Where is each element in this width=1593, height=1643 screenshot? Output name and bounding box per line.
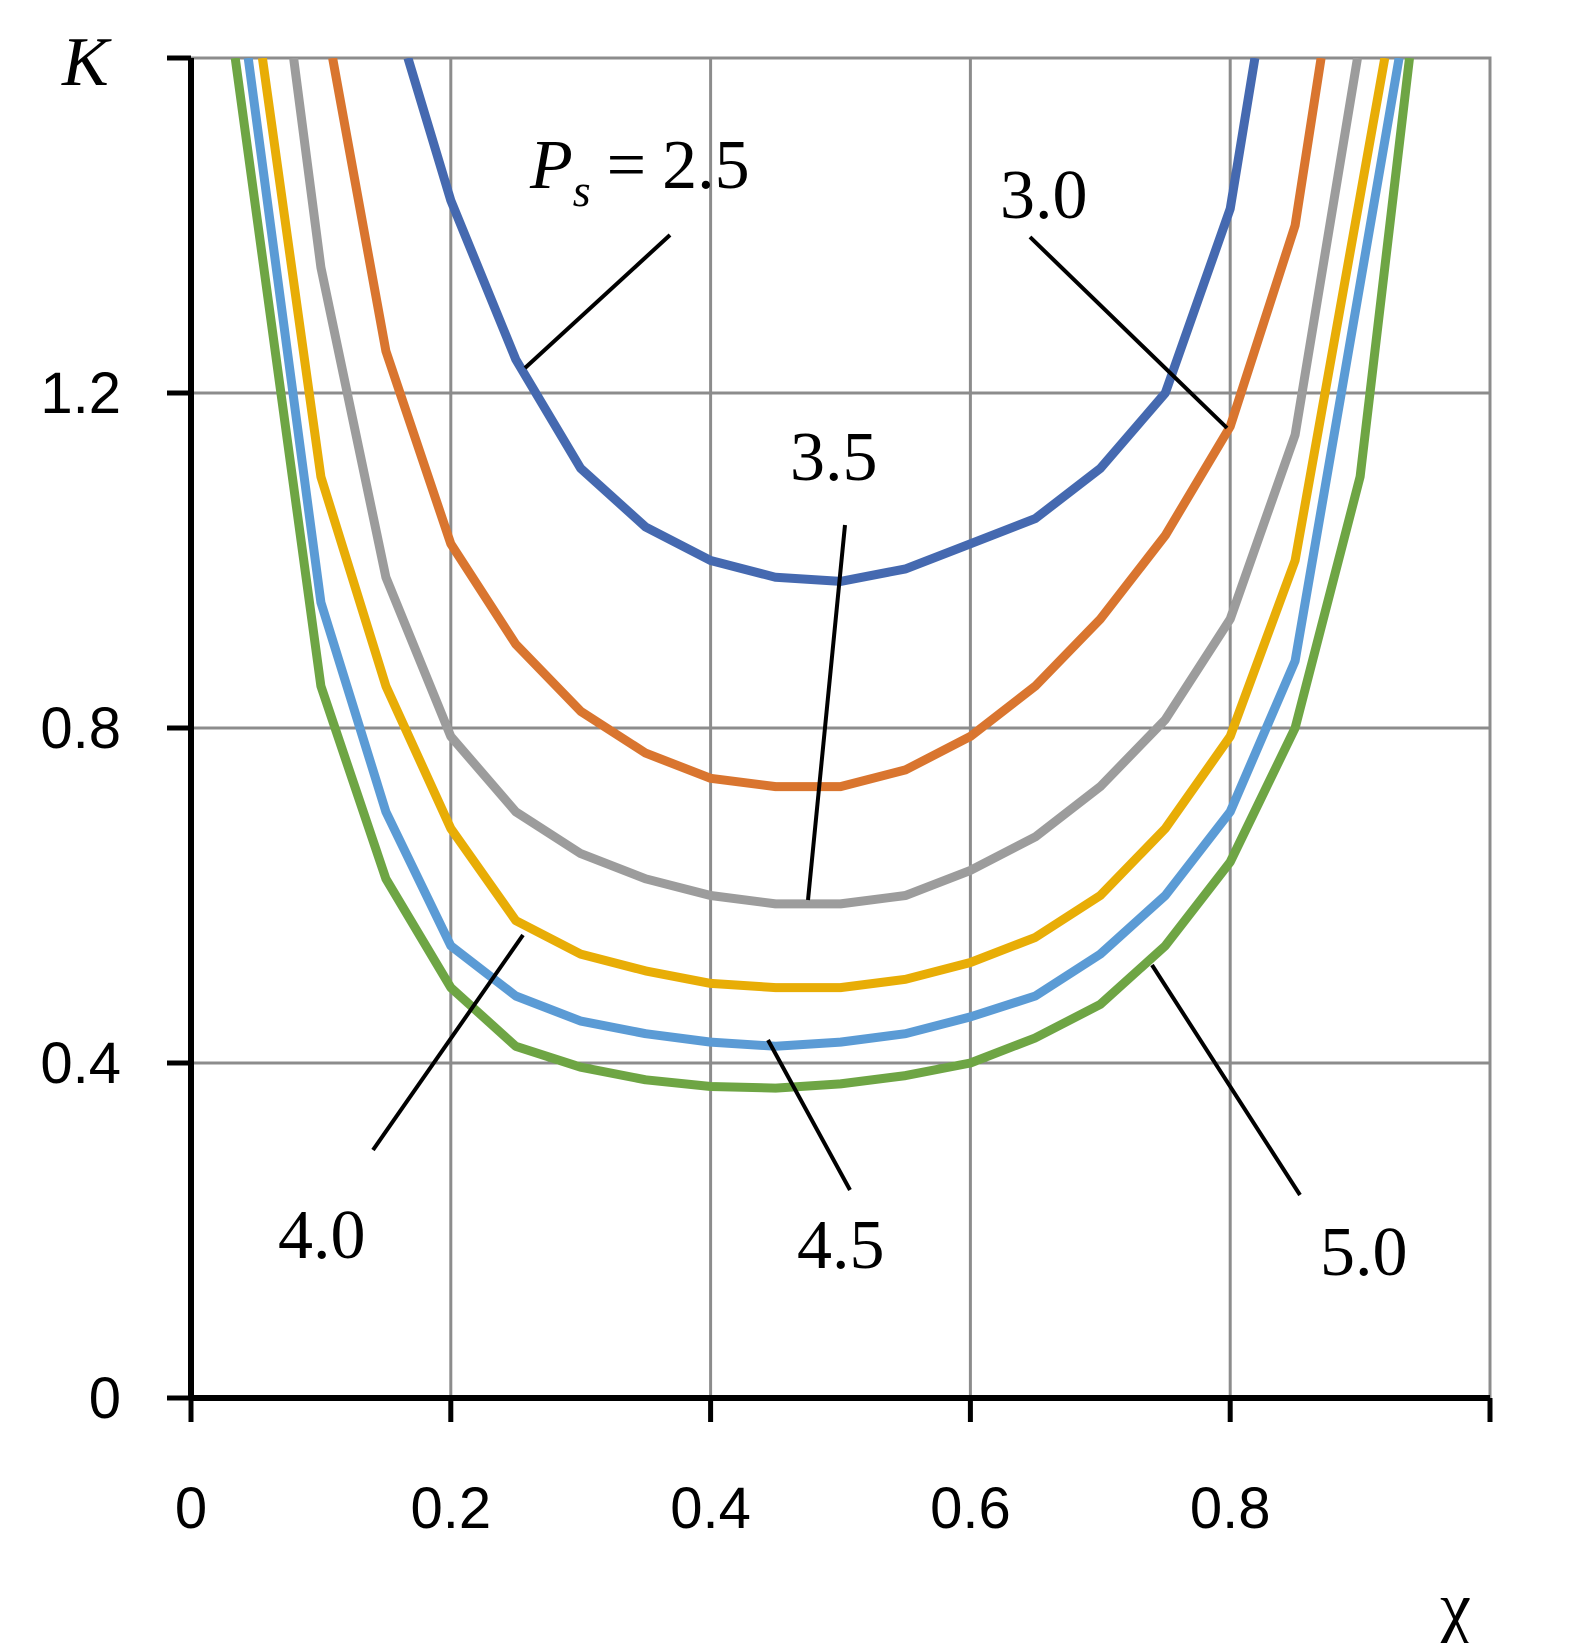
leader-line	[1150, 963, 1302, 1197]
label-subscript: s	[573, 165, 591, 216]
series-label: 5.0	[1320, 1214, 1408, 1291]
x-tick-label: 0.6	[930, 1476, 1011, 1541]
leader-line	[1028, 235, 1229, 430]
series-label: 3.5	[790, 419, 878, 496]
curve	[230, 58, 1414, 1093]
series-label: 3.0	[1000, 157, 1088, 234]
x-tick-label: 0	[175, 1476, 207, 1541]
curve	[328, 58, 1326, 792]
series-label: Ps = 2.5	[529, 127, 750, 216]
y-tick-label: 0.8	[40, 696, 121, 761]
leader-line	[766, 1039, 852, 1191]
series-name: 2.5	[662, 127, 750, 204]
label-prefix: P	[529, 127, 573, 204]
curve	[243, 58, 1404, 1051]
x-tick-label: 0.2	[410, 1476, 491, 1541]
leader-line	[806, 524, 847, 901]
leader-line	[523, 233, 672, 370]
x-tick-label: 0.4	[670, 1476, 751, 1541]
y-tick-label: 1.2	[40, 361, 121, 426]
label-operator: =	[607, 127, 646, 204]
leader-line	[371, 933, 525, 1152]
curves	[230, 58, 1414, 1093]
y-tick-label: 0.4	[40, 1031, 121, 1096]
curve	[289, 58, 1362, 909]
x-tick-label: 0.8	[1190, 1476, 1271, 1541]
x-axis-label: χ	[1439, 1569, 1471, 1643]
y-axis-label: K	[61, 24, 112, 101]
series-label: 4.0	[278, 1197, 366, 1274]
series-label: 4.5	[797, 1207, 885, 1284]
curve	[257, 58, 1390, 993]
y-tick-label: 0	[89, 1366, 121, 1431]
